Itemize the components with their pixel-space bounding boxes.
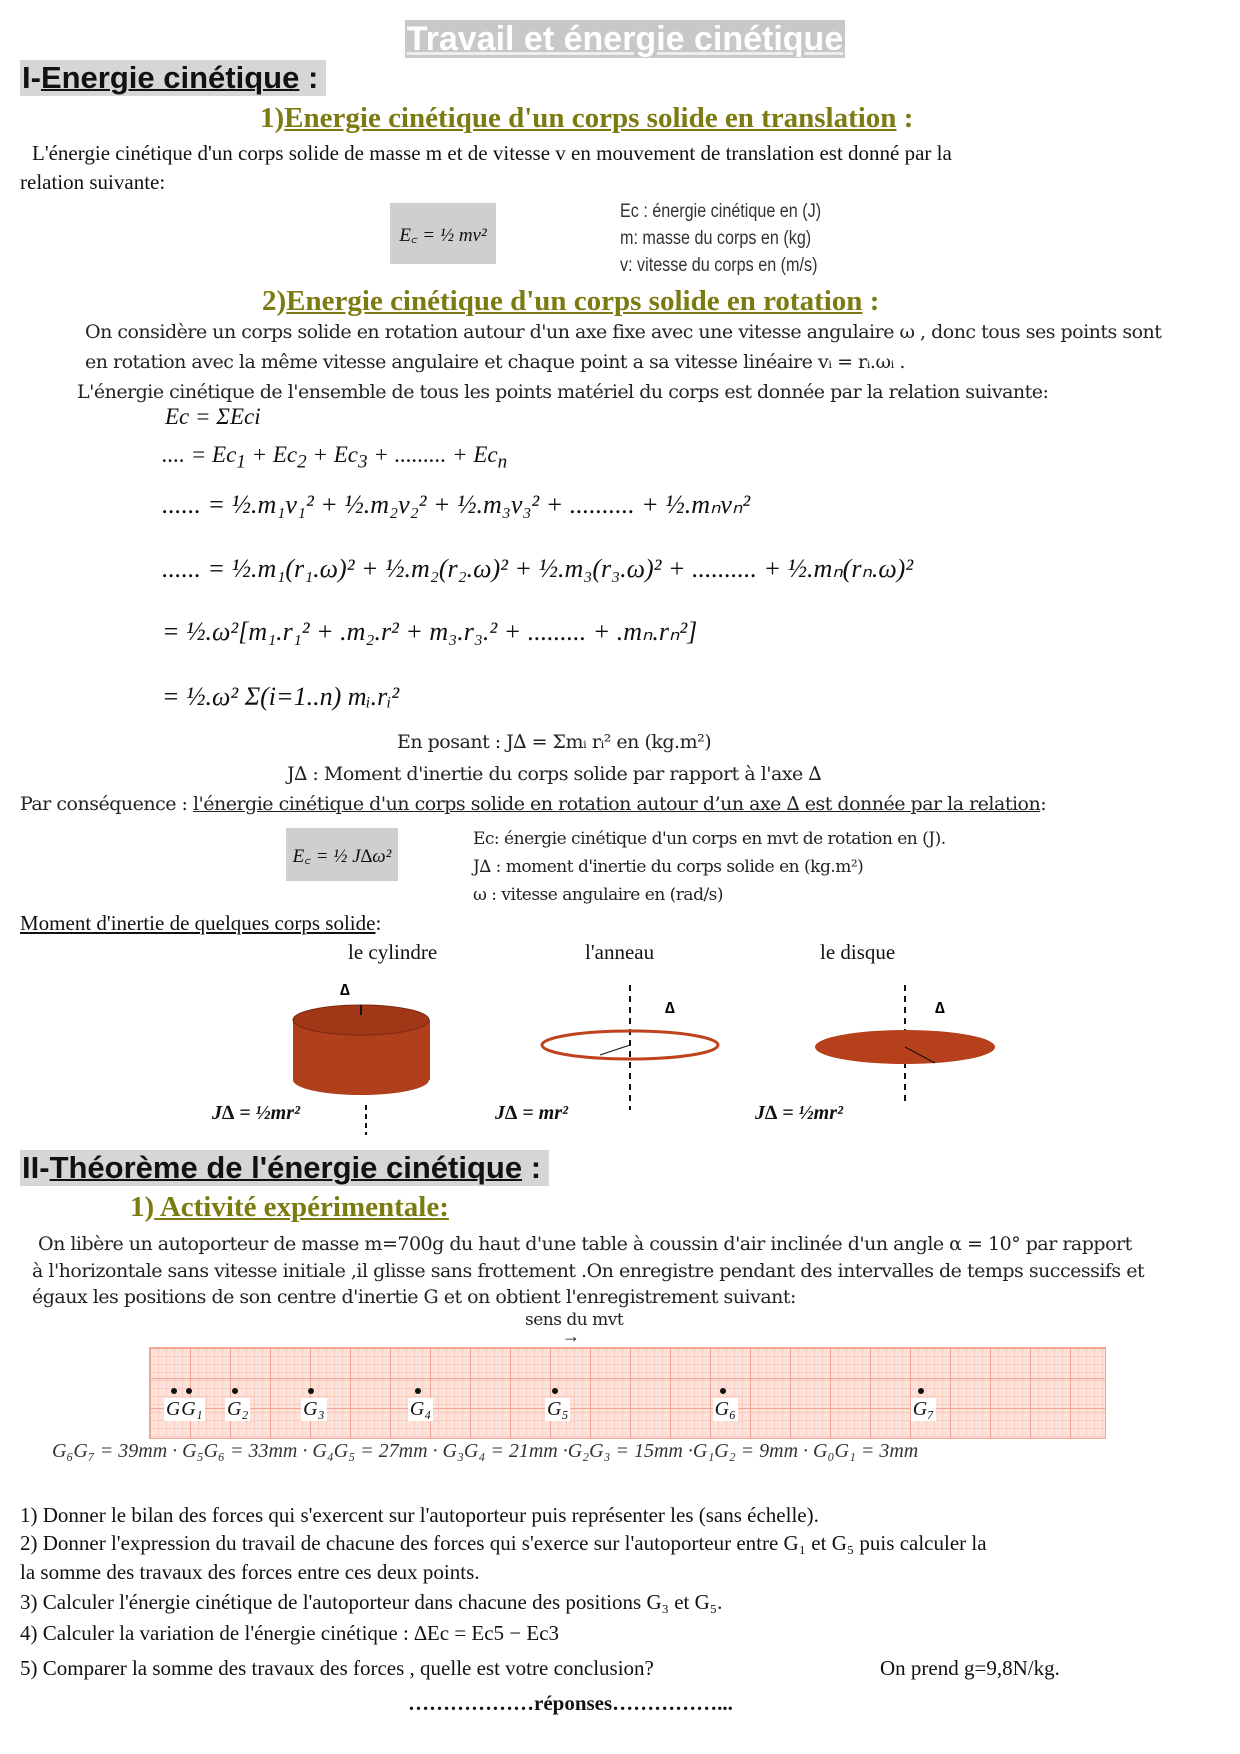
position-point bbox=[719, 1388, 726, 1394]
paragraph: à l'horizontale sans vitesse initiale ,i… bbox=[32, 1260, 1145, 1282]
section-1-heading: I-Energie cinétique : bbox=[20, 60, 327, 96]
position-point bbox=[171, 1388, 177, 1394]
subsection-rotation-heading: 2)Energie cinétique d'un corps solide en… bbox=[262, 285, 880, 317]
position-label: G₁ bbox=[179, 1398, 205, 1421]
question-4: 4) Calculer la variation de l'énergie ci… bbox=[20, 1621, 560, 1645]
position-point bbox=[186, 1388, 193, 1394]
given-value: On prend g=9,8N/kg. bbox=[880, 1656, 1060, 1680]
position-label: G₄ bbox=[407, 1398, 434, 1421]
svg-text:∆: ∆ bbox=[665, 1000, 675, 1017]
question-1: 1) Donner le bilan des forces qui s'exer… bbox=[20, 1503, 819, 1527]
position-point bbox=[308, 1388, 315, 1394]
paragraph: On libère un autoporteur de masse m=700g… bbox=[38, 1233, 1132, 1255]
subsection-translation-heading: 1)Energie cinétique d'un corps solide en… bbox=[260, 102, 914, 134]
formula-rotation-text: E꜀ = ½ J∆ω² bbox=[292, 845, 392, 867]
formula-translation-text: E꜀ = ½ mv² bbox=[399, 224, 487, 246]
position-point bbox=[414, 1388, 421, 1394]
position-point bbox=[552, 1388, 558, 1394]
direction-label: sens du mvt bbox=[525, 1310, 624, 1330]
question-3: 3) Calculer l'énergie cinétique de l'aut… bbox=[20, 1590, 723, 1614]
inertia-definition: J∆ : Moment d'inertie du corps solide pa… bbox=[287, 763, 822, 785]
recording-tape: G₀ G₁ G₂ G₃ G₄ G₅ G₆ G₇ bbox=[149, 1347, 1106, 1439]
distances: G₆G₇ = 39mm · G₅G₆ = 33mm · G₄G₅ = 27mm … bbox=[52, 1440, 919, 1462]
disc-figure: ∆ bbox=[815, 985, 995, 1105]
moment-heading: Moment d'inertie de quelques corps solid… bbox=[20, 911, 382, 935]
paragraph: égaux les positions de son centre d'iner… bbox=[32, 1286, 796, 1308]
position-label: G₅ bbox=[545, 1398, 571, 1421]
question-5: 5) Comparer la somme des travaux des for… bbox=[20, 1656, 654, 1680]
position-label: G₂ bbox=[224, 1398, 251, 1421]
inertia-figures: ∆ ∆ ∆ bbox=[292, 982, 995, 1135]
paragraph: relation suivante: bbox=[20, 170, 166, 194]
formula-translation: E꜀ = ½ mv² bbox=[390, 203, 496, 264]
equation-line: = ½.ω²[m₁.r₁² + .m₂.r² + m₃.r₃.² + .....… bbox=[162, 617, 698, 646]
body-label-disc: le disque bbox=[820, 940, 896, 964]
equation-line: Ec = ΣEci bbox=[165, 404, 261, 429]
section-2-heading: II-Théorème de l'énergie cinétique : bbox=[20, 1150, 550, 1186]
equation-line: .... = Ec1 + Ec2 + Ec3 + ......... + Ecn bbox=[162, 442, 508, 473]
equation-line: = ½.ω² Σ(i=1..n) mᵢ.rᵢ² bbox=[162, 682, 400, 711]
position-label: G₇ bbox=[910, 1398, 937, 1421]
svg-text:∆: ∆ bbox=[935, 1000, 945, 1017]
paragraph: On considère un corps solide en rotation… bbox=[85, 321, 1162, 343]
inertia-formula-disc: J∆ = ½mr² bbox=[755, 1102, 843, 1124]
question-2: 2) Donner l'expression du travail de cha… bbox=[20, 1531, 987, 1555]
answers-separator: ………………réponses……………... bbox=[408, 1691, 733, 1715]
equation-line: ...... = ½.m₁(r₁.ω)² + ½.m₂(r₂.ω)² + ½.m… bbox=[162, 554, 914, 583]
subsection-activity-heading: 1) Activité expérimentale: bbox=[130, 1191, 449, 1223]
consequence-text: Par conséquence : l'énergie cinétique d'… bbox=[20, 793, 1047, 815]
paragraph: L'énergie cinétique d'un corps solide de… bbox=[32, 141, 952, 165]
ring-figure: ∆ bbox=[540, 985, 720, 1110]
svg-text:∆: ∆ bbox=[340, 982, 350, 999]
question-2-cont: la somme des travaux des forces entre ce… bbox=[20, 1560, 480, 1584]
page-title: Travail et énergie cinétique bbox=[404, 20, 846, 58]
cylinder-figure: ∆ bbox=[292, 982, 430, 1135]
direction-arrow-icon: → bbox=[562, 1326, 580, 1346]
body-label-cylinder: le cylindre bbox=[348, 940, 438, 964]
position-point bbox=[231, 1388, 238, 1394]
formula-legend: Ec: énergie cinétique d'un corps en mvt … bbox=[473, 829, 946, 905]
inertia-formula-ring: J∆ = mr² bbox=[495, 1102, 568, 1124]
equation-line: ...... = ½.m₁v₁² + ½.m₂v₂² + ½.m₃v₃² + .… bbox=[162, 490, 751, 519]
position-label: G₆ bbox=[712, 1398, 739, 1421]
position-label: G₃ bbox=[301, 1398, 327, 1421]
posant-text: En posant : J∆ = Σmᵢ rᵢ² en (kg.m²) bbox=[397, 731, 712, 753]
formula-legend: Ec : énergie cinétique en (J) m: masse du… bbox=[620, 201, 822, 276]
paragraph: en rotation avec la même vitesse angulai… bbox=[85, 351, 905, 373]
position-point bbox=[917, 1388, 924, 1394]
paragraph: L'énergie cinétique de l'ensemble de tou… bbox=[77, 381, 1049, 403]
body-label-ring: l'anneau bbox=[585, 940, 655, 964]
formula-rotation: E꜀ = ½ J∆ω² bbox=[286, 828, 398, 881]
inertia-formula-cylinder: J∆ = ½mr² bbox=[212, 1102, 300, 1124]
